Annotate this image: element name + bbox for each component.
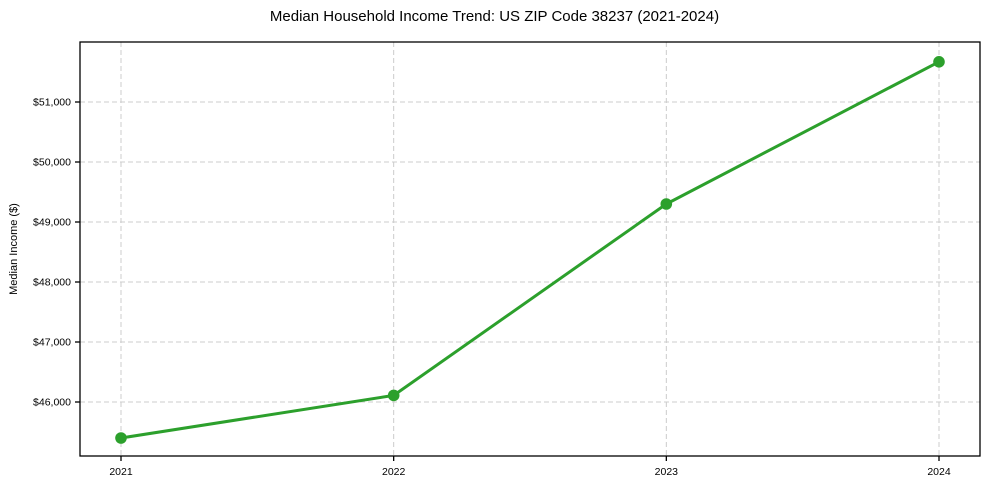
data-point-2021 xyxy=(115,432,127,444)
y-tick-label: $46,000 xyxy=(33,397,71,409)
trend-line xyxy=(119,60,941,440)
y-tick-label: $50,000 xyxy=(33,157,71,169)
data-point-2023 xyxy=(660,198,673,210)
y-tick-label: $47,000 xyxy=(33,337,71,349)
x-tick-label: 2024 xyxy=(927,466,951,478)
y-tick-label: $51,000 xyxy=(33,97,71,109)
x-tick-label: 2023 xyxy=(655,466,679,478)
plot-border xyxy=(79,41,981,457)
y-tick-label: $49,000 xyxy=(33,217,71,229)
data-point-2022 xyxy=(387,389,400,402)
x-tick-label: 2022 xyxy=(382,466,406,478)
y-tick-label: $48,000 xyxy=(33,277,71,289)
data-point-2024 xyxy=(933,56,945,68)
x-tick-label: 2021 xyxy=(109,466,133,478)
chart-title: Median Household Income Trend: US ZIP Co… xyxy=(269,8,720,25)
